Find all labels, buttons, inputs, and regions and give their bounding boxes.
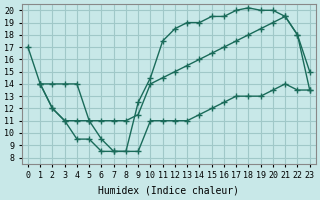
X-axis label: Humidex (Indice chaleur): Humidex (Indice chaleur) [98,186,239,196]
